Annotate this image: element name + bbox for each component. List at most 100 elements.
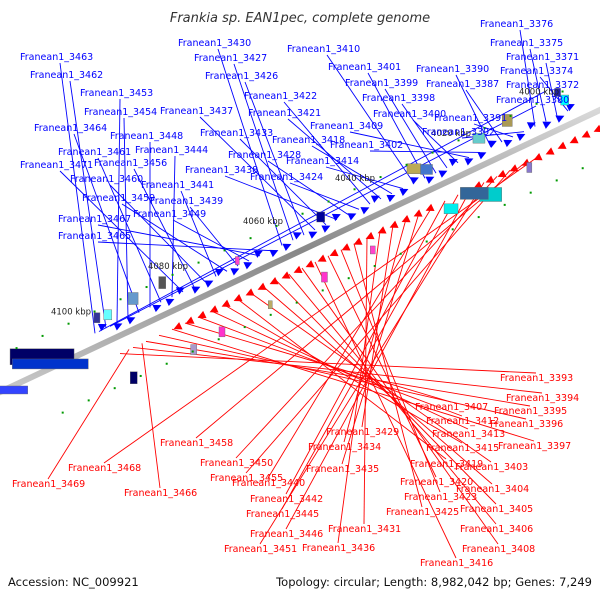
forward-connector-line bbox=[121, 203, 228, 272]
reverse-gene-label: Franean1_3416 bbox=[420, 558, 493, 569]
reverse-connector-line bbox=[103, 157, 537, 464]
tick-dot bbox=[93, 310, 96, 313]
forward-gene-label: Franean1_3390 bbox=[416, 64, 489, 75]
forward-connector-line bbox=[401, 103, 448, 169]
reverse-connector-line bbox=[210, 310, 469, 430]
forward-connector-line bbox=[311, 145, 393, 195]
tick-dot bbox=[165, 362, 168, 365]
reverse-gene-arrow bbox=[329, 248, 339, 257]
reverse-gene-label: Franean1_3413 bbox=[432, 429, 505, 440]
forward-connector-line bbox=[73, 133, 140, 313]
forward-gene-label: Franean1_3374 bbox=[500, 66, 573, 77]
feature-block bbox=[554, 88, 561, 97]
forward-connector-line bbox=[217, 48, 283, 246]
forward-gene-arrow bbox=[370, 195, 380, 203]
forward-gene-label: Franean1_3402 bbox=[330, 140, 403, 151]
feature-block bbox=[190, 344, 197, 355]
forward-gene-arrow bbox=[565, 103, 575, 112]
forward-gene-label: Franean1_3391 bbox=[434, 113, 507, 124]
feature-block bbox=[316, 211, 325, 223]
reverse-gene-label: Franean1_3404 bbox=[456, 484, 529, 495]
tick-dot bbox=[243, 326, 246, 329]
forward-connector-line bbox=[189, 206, 239, 267]
forward-gene-label: Franean1_3424 bbox=[250, 172, 323, 183]
genome-summary-text: Topology: circular; Length: 8,982,042 bp… bbox=[275, 575, 592, 589]
reverse-gene-arrow bbox=[401, 215, 411, 223]
forward-connector-line bbox=[98, 90, 547, 332]
forward-gene-label: Franean1_3456 bbox=[94, 158, 167, 169]
tick-dot bbox=[503, 203, 506, 206]
forward-gene-label: Franean1_3449 bbox=[133, 209, 206, 220]
forward-connector-line bbox=[59, 170, 184, 293]
forward-connector-line bbox=[349, 131, 470, 159]
forward-connector-line bbox=[325, 166, 404, 190]
forward-gene-label: Franean1_3463 bbox=[20, 52, 93, 63]
forward-gene-arrow bbox=[487, 140, 497, 148]
forward-gene-arrow bbox=[477, 152, 487, 160]
reverse-gene-label: Franean1_3405 bbox=[460, 504, 533, 515]
feature-block bbox=[420, 164, 433, 175]
reverse-gene-label: Franean1_3440 bbox=[232, 478, 305, 489]
forward-connector-line bbox=[461, 131, 525, 139]
feature-block bbox=[502, 114, 513, 127]
reverse-gene-arrow bbox=[533, 152, 543, 161]
tick-dot bbox=[529, 191, 532, 194]
tick-dot bbox=[61, 411, 64, 414]
forward-gene-arrow bbox=[175, 287, 185, 295]
reverse-gene-label: Franean1_3429 bbox=[326, 427, 399, 438]
reverse-gene-arrow bbox=[377, 226, 387, 234]
forward-connector-line bbox=[267, 160, 349, 215]
gene-labels: Franean1_3463 Franean1_3462 Franean1_3453 F… bbox=[12, 19, 579, 569]
reverse-connector-line bbox=[249, 292, 492, 463]
forward-gene-arrow bbox=[542, 121, 552, 129]
forward-gene-arrow bbox=[555, 115, 565, 123]
forward-connector-line bbox=[116, 98, 121, 324]
tick-dot bbox=[249, 237, 252, 240]
forward-connector-line bbox=[233, 63, 294, 241]
forward-gene-label: Franean1_3398 bbox=[362, 93, 435, 104]
forward-gene-label: Franean1_3372 bbox=[506, 80, 579, 91]
reverse-gene-arrow bbox=[425, 203, 435, 211]
tick-dot bbox=[295, 301, 298, 304]
reverse-connector-line bbox=[262, 286, 493, 485]
forward-gene-label: Franean1_3430 bbox=[178, 38, 251, 49]
tick-dot bbox=[269, 313, 272, 316]
forward-gene-label: Franean1_3444 bbox=[135, 145, 208, 156]
forward-gene-arrow bbox=[152, 304, 162, 313]
reverse-gene-label: Franean1_3406 bbox=[460, 524, 533, 535]
feature-block bbox=[93, 312, 101, 323]
kbp-tick-label: 4000 kbp bbox=[519, 87, 559, 97]
reverse-gene-arrow bbox=[173, 322, 183, 330]
feature-block bbox=[526, 162, 533, 173]
reverse-gene-arrow bbox=[221, 299, 231, 307]
forward-gene-label: Franean1_3448 bbox=[110, 131, 183, 142]
reverse-gene-label: Franean1_3393 bbox=[500, 373, 573, 384]
reverse-gene-arrow bbox=[245, 288, 255, 296]
forward-gene-arrow bbox=[165, 298, 175, 307]
forward-gene-label: Franean1_3401 bbox=[328, 62, 401, 73]
kbp-tick-label: 4080 kbp bbox=[148, 262, 188, 272]
forward-gene-label: Franean1_3399 bbox=[345, 78, 418, 89]
reverse-gene-arrow bbox=[269, 277, 279, 285]
forward-connector-line bbox=[109, 184, 206, 282]
forward-connector-line bbox=[289, 182, 360, 210]
tick-dot bbox=[119, 298, 122, 301]
forward-gene-arrow bbox=[360, 207, 370, 215]
reverse-gene-label: Franean1_3394 bbox=[506, 393, 579, 404]
feature-block bbox=[268, 300, 273, 309]
feature-block bbox=[235, 256, 240, 265]
forward-gene-arrow bbox=[347, 213, 357, 221]
tick-dot bbox=[425, 240, 428, 243]
forward-gene-label: Franean1_3437 bbox=[160, 106, 233, 117]
tick-dot bbox=[509, 114, 512, 117]
reverse-gene-arrow bbox=[473, 181, 483, 189]
tick-dot bbox=[353, 188, 356, 191]
reverse-gene-label: Franean1_3425 bbox=[386, 507, 459, 518]
reverse-gene-label: Franean1_3395 bbox=[494, 406, 567, 417]
forward-connector-line bbox=[412, 119, 459, 164]
reverse-gene-label: Franean1_3469 bbox=[12, 479, 85, 490]
forward-gene-arrow bbox=[113, 323, 123, 331]
reverse-gene-label: Franean1_3408 bbox=[462, 544, 535, 555]
reverse-connector-line bbox=[47, 349, 130, 480]
forward-gene-label: Franean1_3459 bbox=[82, 193, 155, 204]
